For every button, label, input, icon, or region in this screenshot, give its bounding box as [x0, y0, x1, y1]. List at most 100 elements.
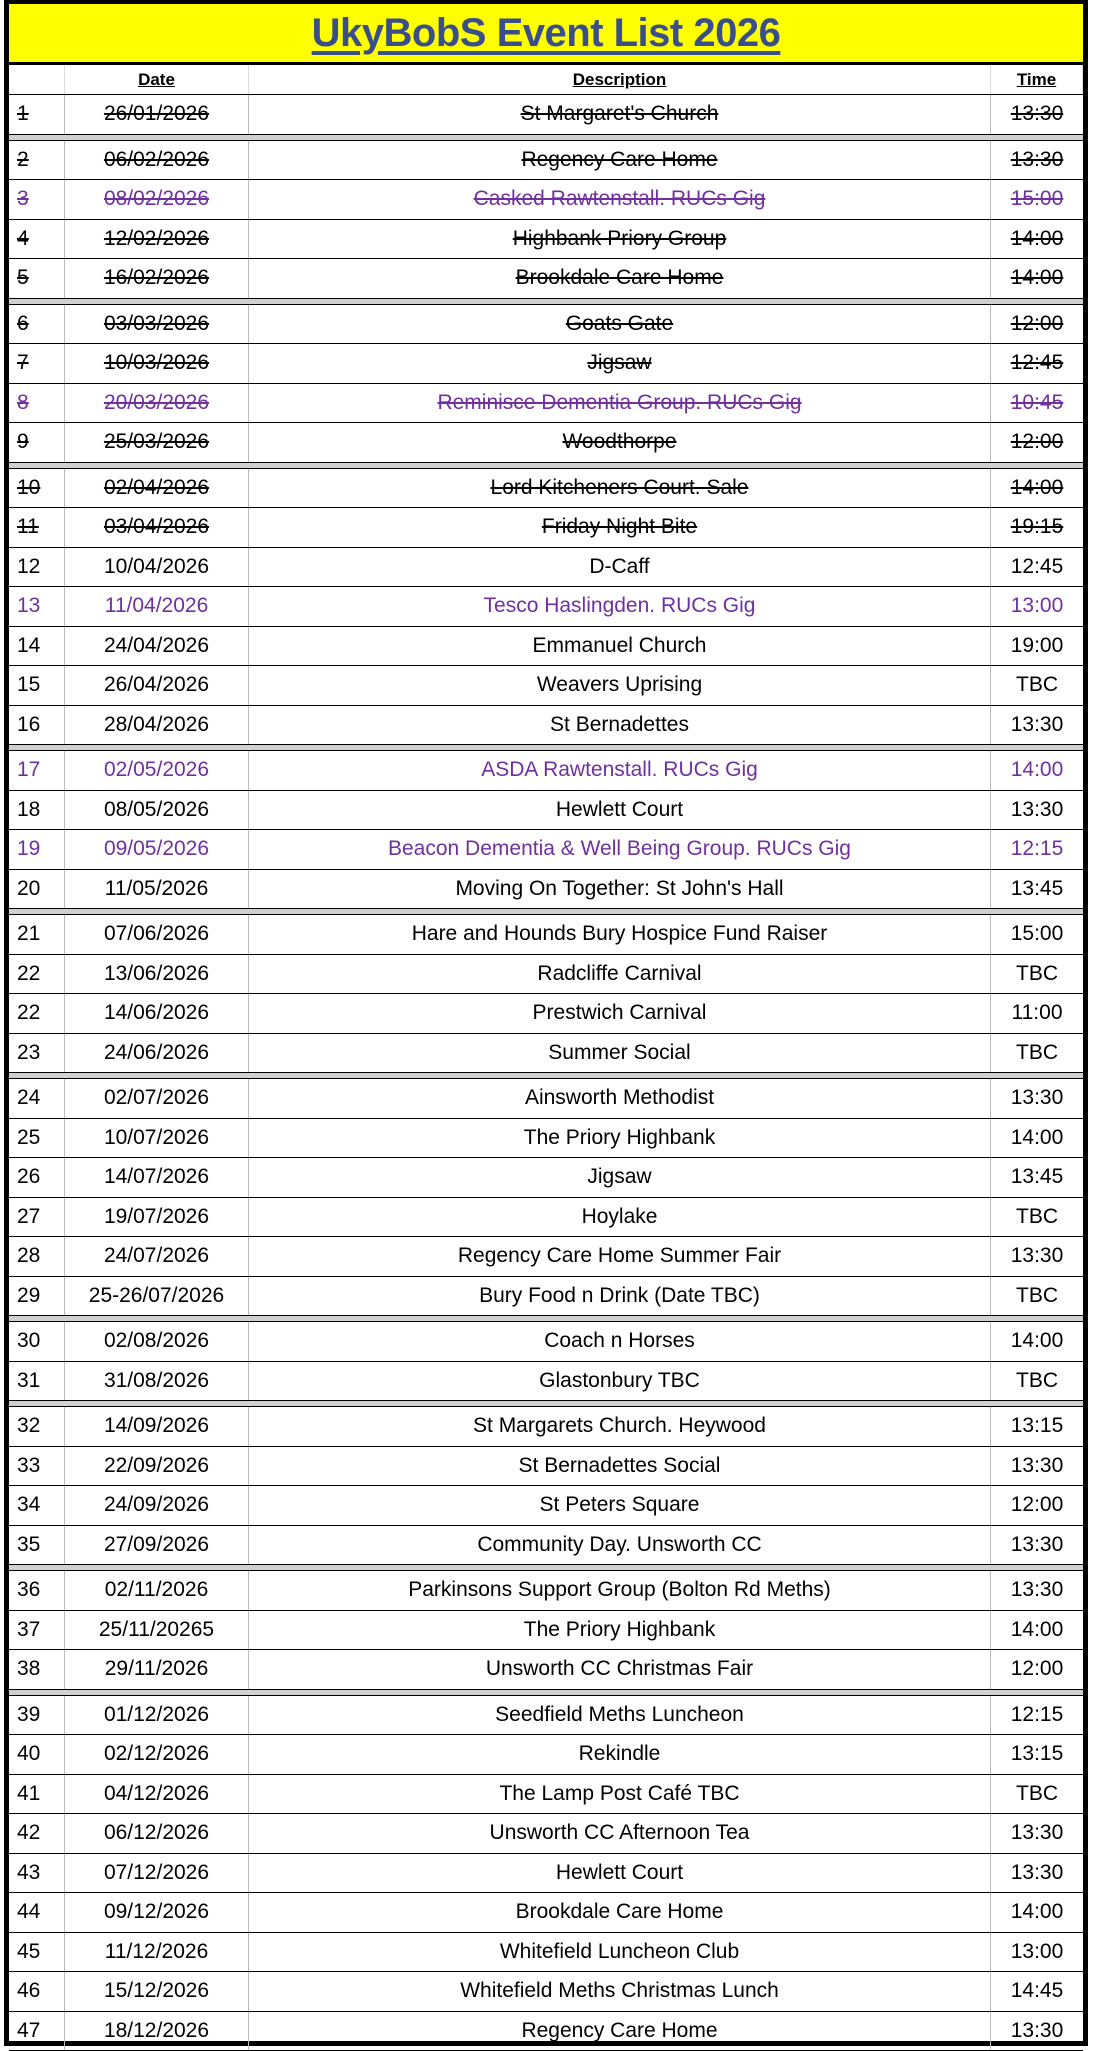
event-time-cell: 13:30 — [991, 1079, 1083, 1118]
event-number: 5 — [17, 266, 29, 290]
event-time-cell: 12:00 — [991, 1650, 1083, 1689]
event-date: 19/07/2026 — [104, 1205, 209, 1229]
event-time-cell: 12:00 — [991, 305, 1083, 344]
event-description-cell: Hewlett Court — [249, 791, 991, 830]
event-number: 28 — [17, 1244, 40, 1268]
event-description-cell: Beacon Dementia & Well Being Group. RUCs… — [249, 830, 991, 869]
event-time: 12:15 — [1011, 1703, 1064, 1727]
event-description: Whitefield Luncheon Club — [500, 1940, 739, 1964]
event-description-cell: ASDA Rawtenstall. RUCs Gig — [249, 751, 991, 790]
event-description-cell: Prestwich Carnival — [249, 994, 991, 1033]
event-description-cell: Seedfield Meths Luncheon — [249, 1696, 991, 1735]
event-date-cell: 28/04/2026 — [65, 706, 249, 745]
event-time: 13:30 — [1011, 713, 1064, 737]
event-number-cell: 25 — [9, 1119, 65, 1158]
event-number: 20 — [17, 877, 40, 901]
event-time: 13:00 — [1011, 594, 1064, 618]
event-description-cell: Radcliffe Carnival — [249, 955, 991, 994]
event-number-cell: 23 — [9, 1034, 65, 1073]
event-date: 13/06/2026 — [104, 962, 209, 986]
event-date-cell: 03/04/2026 — [65, 508, 249, 547]
event-description: Tesco Haslingden. RUCs Gig — [484, 594, 756, 618]
event-number: 8 — [17, 391, 29, 415]
event-time: 13:00 — [1011, 1940, 1064, 1964]
event-description-cell: Ainsworth Methodist — [249, 1079, 991, 1118]
event-number-cell: 34 — [9, 1486, 65, 1525]
event-description: Ainsworth Methodist — [525, 1086, 714, 1110]
event-date: 04/12/2026 — [104, 1782, 209, 1806]
event-number: 40 — [17, 1742, 40, 1766]
event-time: 14:00 — [1011, 266, 1064, 290]
event-number-cell: 6 — [9, 305, 65, 344]
event-description-cell: Jigsaw — [249, 344, 991, 383]
event-number-cell: 43 — [9, 1854, 65, 1893]
event-number: 29 — [17, 1284, 40, 1308]
event-description-cell: Bury Food n Drink (Date TBC) — [249, 1277, 991, 1316]
event-time-cell: 14:00 — [991, 220, 1083, 259]
event-date-cell: 10/04/2026 — [65, 548, 249, 587]
event-time-cell: 14:00 — [991, 1893, 1083, 1932]
event-number-cell: 9 — [9, 423, 65, 462]
event-number: 32 — [17, 1414, 40, 1438]
event-date: 20/03/2026 — [104, 391, 209, 415]
event-description: Goats Gate — [566, 312, 673, 336]
event-date: 11/04/2026 — [105, 594, 209, 618]
event-time: 12:15 — [1011, 837, 1064, 861]
event-time-cell: 12:15 — [991, 830, 1083, 869]
event-time: 13:30 — [1011, 1244, 1064, 1268]
event-description: Community Day. Unsworth CC — [477, 1533, 761, 1557]
event-description: Reminisce Dementia Group. RUCs Gig — [437, 391, 801, 415]
event-date-cell: 09/12/2026 — [65, 1893, 249, 1932]
event-date-cell: 26/01/2026 — [65, 95, 249, 134]
event-number-cell: 37 — [9, 1611, 65, 1650]
event-description: Moving On Together: St John's Hall — [455, 877, 783, 901]
event-time: 13:30 — [1011, 1086, 1064, 1110]
event-description: Friday Night Bite — [542, 515, 697, 539]
event-description-cell: Brookdale Care Home — [249, 1893, 991, 1932]
event-time-cell: 14:00 — [991, 1611, 1083, 1650]
event-number: 22 — [17, 1001, 40, 1025]
event-date-cell: 07/12/2026 — [65, 1854, 249, 1893]
event-time: 13:30 — [1011, 2019, 1064, 2043]
event-number-cell: 14 — [9, 627, 65, 666]
event-number-cell: 35 — [9, 1526, 65, 1565]
event-time-cell: 19:15 — [991, 508, 1083, 547]
event-number: 27 — [17, 1205, 40, 1229]
event-number-cell: 10 — [9, 469, 65, 508]
event-time: 13:15 — [1011, 1742, 1064, 1766]
event-time-cell: 12:15 — [991, 1696, 1083, 1735]
event-date-cell: 19/07/2026 — [65, 1198, 249, 1237]
event-description-cell: Parkinsons Support Group (Bolton Rd Meth… — [249, 1571, 991, 1610]
event-number: 47 — [17, 2019, 40, 2043]
event-date: 24/07/2026 — [104, 1244, 209, 1268]
event-description-cell: Glastonbury TBC — [249, 1362, 991, 1401]
event-date: 25/11/20265 — [99, 1618, 214, 1642]
event-description: Glastonbury TBC — [539, 1369, 700, 1393]
event-date-cell: 02/08/2026 — [65, 1322, 249, 1361]
event-date: 28/04/2026 — [104, 713, 209, 737]
event-description: The Lamp Post Café TBC — [499, 1782, 739, 1806]
event-time: TBC — [1016, 1369, 1058, 1393]
event-time-cell: 13:45 — [991, 1158, 1083, 1197]
event-number-cell: 16 — [9, 706, 65, 745]
event-time: 13:30 — [1011, 1533, 1064, 1557]
event-date: 08/05/2026 — [104, 798, 209, 822]
event-description: Rekindle — [579, 1742, 661, 1766]
event-time-cell: 12:00 — [991, 1486, 1083, 1525]
event-number: 18 — [17, 798, 40, 822]
event-date: 22/09/2026 — [104, 1454, 209, 1478]
event-description-cell: Rekindle — [249, 1735, 991, 1774]
event-time-cell: 14:00 — [991, 1119, 1083, 1158]
event-date: 10/07/2026 — [104, 1126, 209, 1150]
